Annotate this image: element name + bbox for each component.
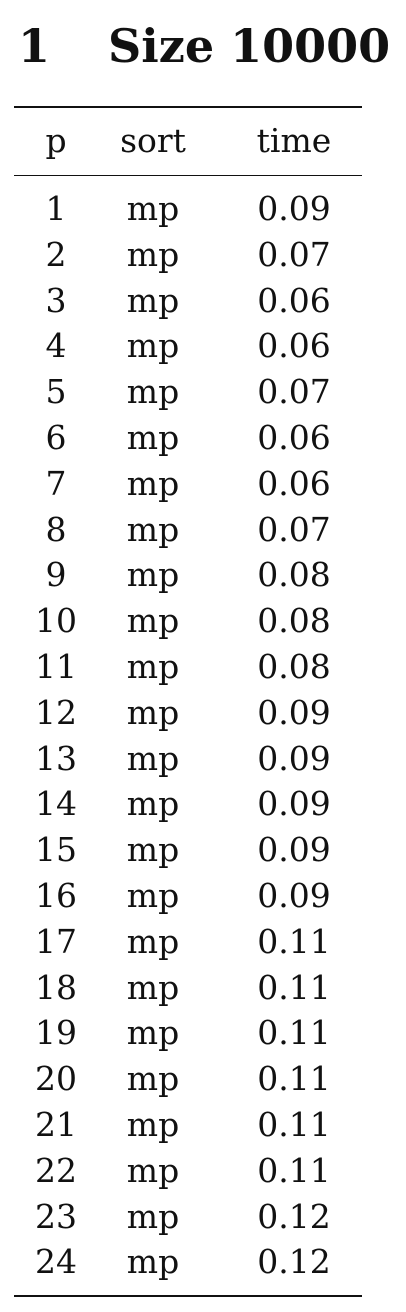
cell-time: 0.08: [257, 555, 331, 595]
cell-time: 0.11: [257, 1059, 331, 1099]
cell-time: 0.11: [257, 1105, 331, 1144]
column-header-time: time: [256, 121, 332, 160]
cell-sort: mp: [126, 921, 180, 961]
cell-p: 18: [35, 967, 77, 1007]
cell-p: 16: [35, 876, 77, 915]
section-number: 1: [18, 19, 51, 73]
cell-sort: mp: [126, 876, 180, 915]
cell-sort: mp: [126, 738, 180, 778]
cell-sort: mp: [126, 601, 180, 641]
cell-time: 0.09: [257, 876, 331, 915]
cell-time: 0.11: [257, 1013, 331, 1053]
cell-sort: mp: [126, 1105, 180, 1144]
cell-time: 0.11: [257, 967, 331, 1007]
cell-time: 0.06: [257, 418, 331, 457]
cell-sort: mp: [126, 189, 180, 228]
cell-p: 24: [35, 1242, 77, 1282]
cell-p: 20: [35, 1059, 77, 1099]
cell-p: 2: [45, 234, 67, 274]
cell-p: 12: [35, 692, 77, 732]
cell-p: 3: [45, 280, 67, 320]
table-bottom-rule: [14, 1295, 362, 1297]
cell-time: 0.11: [257, 1150, 331, 1190]
cell-sort: mp: [126, 647, 180, 686]
cell-sort: mp: [126, 830, 180, 870]
column-header-sort: sort: [120, 121, 186, 160]
cell-time: 0.06: [257, 280, 331, 320]
cell-time: 0.08: [257, 601, 331, 641]
cell-time: 0.12: [257, 1196, 331, 1236]
cell-time: 0.11: [257, 921, 331, 961]
cell-sort: mp: [126, 784, 180, 824]
cell-time: 0.09: [257, 784, 331, 824]
cell-sort: mp: [126, 418, 180, 457]
cell-sort: mp: [126, 234, 180, 274]
cell-p: 13: [35, 738, 77, 778]
cell-p: 1: [45, 189, 67, 228]
cell-time: 0.09: [257, 692, 331, 732]
cell-p: 4: [45, 326, 67, 366]
section-heading: 1 Size 10000: [18, 18, 390, 74]
cell-time: 0.12: [257, 1242, 331, 1282]
cell-sort: mp: [126, 1059, 180, 1099]
cell-sort: mp: [126, 280, 180, 320]
cell-p: 10: [35, 601, 77, 641]
cell-time: 0.06: [257, 326, 331, 366]
cell-sort: mp: [126, 692, 180, 732]
cell-time: 0.08: [257, 647, 331, 686]
cell-sort: mp: [126, 1242, 180, 1282]
cell-p: 21: [35, 1105, 77, 1144]
cell-p: 23: [35, 1196, 77, 1236]
cell-sort: mp: [126, 1196, 180, 1236]
cell-sort: mp: [126, 555, 180, 595]
cell-p: 7: [45, 463, 67, 503]
cell-sort: mp: [126, 326, 180, 366]
cell-p: 15: [35, 830, 77, 870]
cell-p: 8: [45, 509, 67, 549]
cell-sort: mp: [126, 372, 180, 412]
cell-p: 17: [35, 921, 77, 961]
cell-sort: mp: [126, 967, 180, 1007]
section-title: Size 10000: [108, 19, 391, 73]
cell-sort: mp: [126, 1013, 180, 1053]
cell-time: 0.09: [257, 738, 331, 778]
cell-time: 0.09: [257, 189, 331, 228]
cell-time: 0.07: [257, 372, 331, 412]
cell-p: 14: [35, 784, 77, 824]
table-top-rule: [14, 106, 362, 108]
cell-time: 0.07: [257, 509, 331, 549]
cell-p: 19: [35, 1013, 77, 1053]
column-header-p: p: [45, 121, 67, 160]
cell-sort: mp: [126, 509, 180, 549]
cell-p: 22: [35, 1150, 77, 1190]
cell-p: 6: [45, 418, 67, 457]
cell-time: 0.07: [257, 234, 331, 274]
cell-sort: mp: [126, 463, 180, 503]
cell-time: 0.06: [257, 463, 331, 503]
cell-time: 0.09: [257, 830, 331, 870]
table-header-rule: [14, 175, 362, 176]
cell-p: 5: [45, 372, 67, 412]
cell-sort: mp: [126, 1150, 180, 1190]
cell-p: 11: [35, 647, 77, 686]
cell-p: 9: [45, 555, 67, 595]
